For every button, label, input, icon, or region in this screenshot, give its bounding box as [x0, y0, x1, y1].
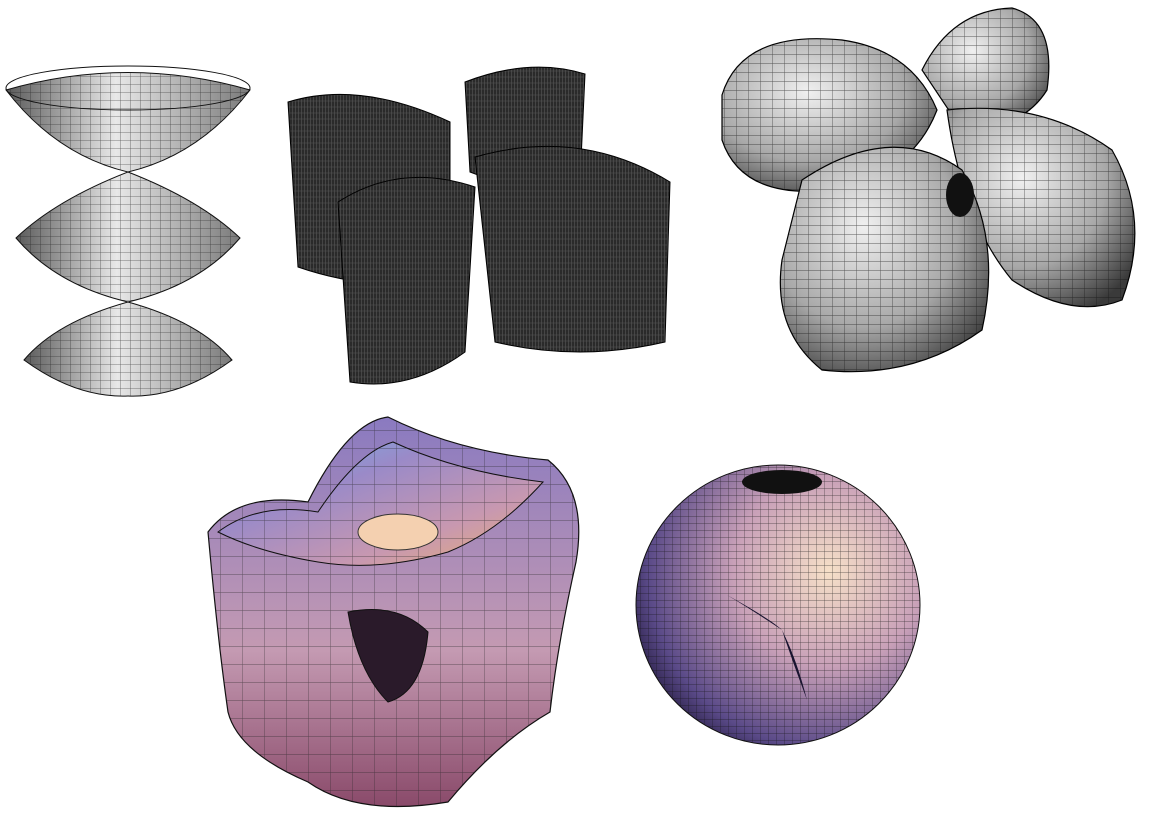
shaded-sphere-graphic — [635, 464, 921, 746]
four-lobed-surface-graphic — [721, 7, 1136, 373]
stacked-paraboloids-figure — [0, 60, 260, 400]
twisted-cube-surface-figure — [198, 412, 590, 819]
lobe-center-hole — [946, 173, 974, 217]
sphere-top-pole — [742, 470, 822, 494]
intersecting-cylinders-graphic — [287, 66, 671, 385]
top-funnel-hole — [357, 513, 439, 551]
stacked-paraboloids-graphic — [5, 65, 251, 397]
front-funnel-hole — [347, 609, 429, 703]
intersecting-cylinders-figure — [280, 62, 675, 392]
four-lobed-surface-figure — [712, 0, 1149, 385]
shaded-sphere-figure — [632, 460, 924, 750]
twisted-cube-surface-graphic — [207, 416, 580, 808]
